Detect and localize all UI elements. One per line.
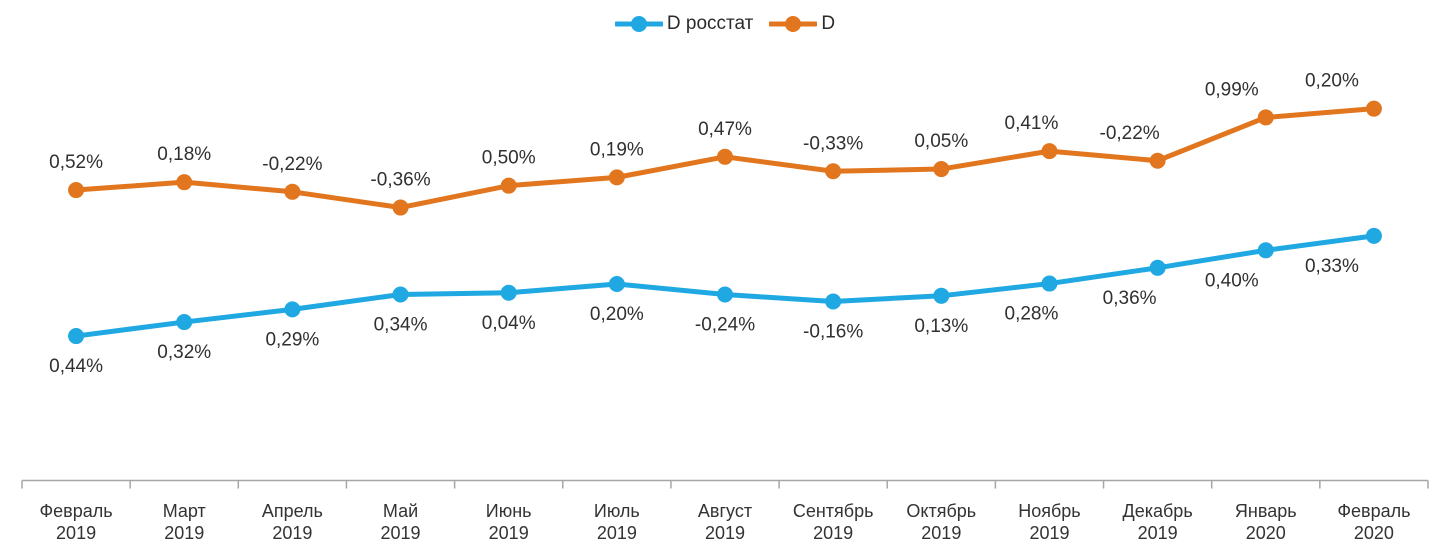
data-point-marker-d [933, 161, 950, 178]
data-point-value-label-d: 0,50% [482, 148, 536, 169]
data-point-marker-d [608, 169, 625, 186]
data-point-value-label-d-rosstat: 0,44% [49, 356, 103, 377]
data-point-marker-d-rosstat [500, 284, 517, 301]
data-point-marker-d-rosstat [825, 293, 842, 310]
x-tick-label: Июль 2019 [594, 501, 640, 543]
data-point-value-label-d-rosstat: 0,32% [157, 342, 211, 363]
data-point-marker-d [717, 148, 733, 165]
data-point-marker-d [1257, 109, 1274, 126]
line-marker-icon [614, 16, 663, 32]
data-point-value-label-d: -0,22% [262, 154, 322, 175]
x-tick-label: Июнь 2019 [486, 501, 532, 543]
data-point-marker-d-rosstat [176, 314, 193, 331]
data-point-value-label-d-rosstat: 0,20% [590, 304, 644, 325]
data-point-marker-d-rosstat [68, 328, 85, 345]
data-point-marker-d [176, 174, 193, 191]
data-point-value-label-d: 0,18% [157, 144, 211, 165]
data-point-value-label-d-rosstat: -0,16% [803, 322, 863, 343]
data-point-value-label-d-rosstat: 0,33% [1305, 256, 1359, 277]
x-tick-label: Сентябрь 2019 [793, 501, 874, 543]
legend-item-d: D [769, 13, 835, 35]
data-point-marker-d [1041, 143, 1058, 160]
data-point-marker-d [825, 163, 842, 180]
data-point-value-label-d: 0,52% [49, 152, 103, 173]
data-point-marker-d [284, 183, 301, 200]
data-point-value-label-d-rosstat: 0,28% [1005, 304, 1059, 325]
data-point-marker-d [68, 182, 85, 199]
data-point-value-label-d-rosstat: 0,34% [374, 315, 428, 336]
x-tick-label: Февраль 2019 [39, 501, 112, 543]
data-point-value-label-d: 0,19% [590, 139, 644, 160]
data-point-value-label-d-rosstat: 0,36% [1103, 288, 1157, 309]
data-point-value-label-d-rosstat: 0,29% [265, 329, 319, 350]
x-tick-label: Март 2019 [163, 501, 206, 543]
x-tick-label: Апрель 2019 [262, 501, 323, 543]
x-tick-label: Ноябрь 2019 [1018, 501, 1080, 543]
data-point-value-label-d-rosstat: 0,04% [482, 313, 536, 334]
data-point-marker-d-rosstat [1365, 227, 1382, 244]
data-point-marker-d-rosstat [933, 287, 950, 304]
data-point-value-label-d: 0,99% [1205, 79, 1259, 100]
data-point-marker-d [1149, 152, 1166, 169]
line-marker-icon [769, 16, 818, 32]
data-point-marker-d [392, 199, 409, 216]
data-point-marker-d-rosstat [608, 275, 625, 292]
data-point-marker-d-rosstat [284, 301, 301, 318]
x-tick-label: Октябрь 2019 [906, 501, 976, 543]
data-point-marker-d-rosstat [392, 286, 409, 303]
data-point-value-label-d: -0,22% [1100, 123, 1160, 144]
x-tick-label: Май 2019 [381, 501, 421, 543]
data-point-marker-d-rosstat [1149, 259, 1166, 276]
data-point-marker-d-rosstat [1257, 242, 1274, 259]
data-point-value-label-d: -0,33% [803, 133, 863, 154]
data-point-marker-d [1365, 100, 1382, 117]
x-tick-label: Январь 2020 [1235, 501, 1297, 543]
data-point-marker-d-rosstat [717, 286, 733, 303]
data-point-value-label-d: 0,41% [1005, 113, 1059, 134]
legend-label: D росстат [666, 13, 754, 34]
data-point-value-label-d-rosstat: 0,13% [914, 316, 968, 337]
data-point-marker-d-rosstat [1041, 275, 1058, 292]
data-point-value-label-d: -0,36% [370, 170, 430, 191]
legend-item-d-rosstat: D росстат [614, 13, 754, 35]
data-point-value-label-d: 0,20% [1305, 71, 1359, 92]
data-point-value-label-d: 0,47% [698, 119, 752, 140]
x-tick-label: Август 2019 [698, 501, 752, 543]
legend-label: D [821, 13, 836, 34]
data-point-value-label-d-rosstat: 0,40% [1205, 270, 1259, 291]
data-point-value-label-d: 0,05% [914, 131, 968, 152]
x-tick-label: Февраль 2020 [1337, 501, 1410, 543]
data-point-value-label-d-rosstat: -0,24% [695, 315, 755, 336]
x-tick-label: Декабрь 2019 [1123, 501, 1193, 543]
legend: D росстат D [0, 13, 1450, 35]
data-point-marker-d [500, 177, 517, 194]
